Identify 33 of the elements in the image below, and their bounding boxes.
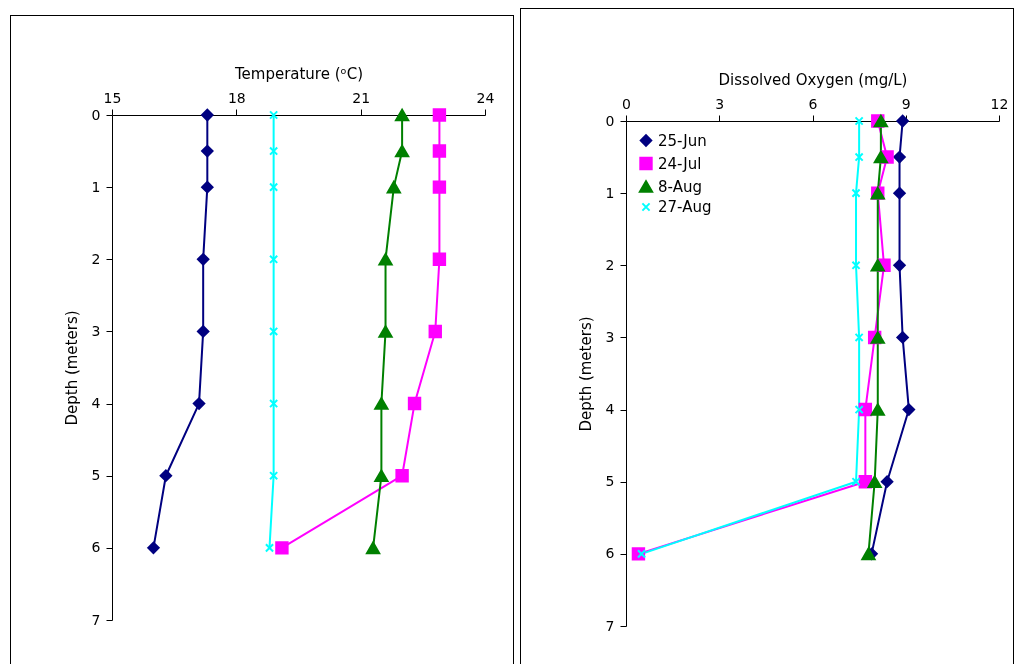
y-tick-label: 1	[605, 184, 615, 201]
legend-label: 8-Aug	[658, 177, 702, 196]
x-axis-title: Temperature (ᵒC)	[233, 64, 364, 83]
y-tick-label: 5	[605, 473, 615, 490]
x-axis-title: Dissolved Oxygen (mg/L)	[718, 70, 908, 89]
y-tick-label: 7	[605, 617, 615, 634]
y-tick-label: 1	[91, 178, 101, 195]
y-tick-label: 0	[91, 106, 101, 123]
x-tick-label: 12	[990, 95, 1009, 112]
legend-label: 27-Aug	[658, 198, 712, 216]
y-axis-title: Depth (meters)	[576, 316, 595, 432]
legend-label: 24-Jul	[658, 154, 702, 173]
y-tick-label: 3	[605, 328, 615, 345]
x-tick-label: 18	[227, 89, 246, 106]
y-tick-label: 7	[91, 611, 101, 628]
x-tick-label: 6	[808, 95, 818, 112]
y-tick-label: 6	[605, 545, 615, 562]
x-tick-label: 24	[476, 89, 495, 106]
y-tick-label: 5	[91, 467, 101, 484]
y-tick-label: 3	[91, 322, 101, 339]
x-tick-label: 21	[352, 89, 371, 106]
y-tick-label: 6	[91, 539, 101, 556]
y-tick-label: 2	[91, 250, 101, 267]
y-tick-label: 4	[605, 401, 615, 418]
y-axis-title: Depth (meters)	[62, 310, 81, 426]
x-tick-label: 9	[901, 95, 911, 112]
y-tick-label: 2	[605, 256, 615, 273]
x-tick-label: 3	[715, 95, 725, 112]
legend-label: 25-Jun	[658, 131, 707, 150]
x-tick-label: 15	[103, 89, 122, 106]
y-tick-label: 0	[605, 112, 615, 129]
y-tick-label: 4	[91, 395, 101, 412]
x-tick-label: 0	[622, 95, 631, 112]
